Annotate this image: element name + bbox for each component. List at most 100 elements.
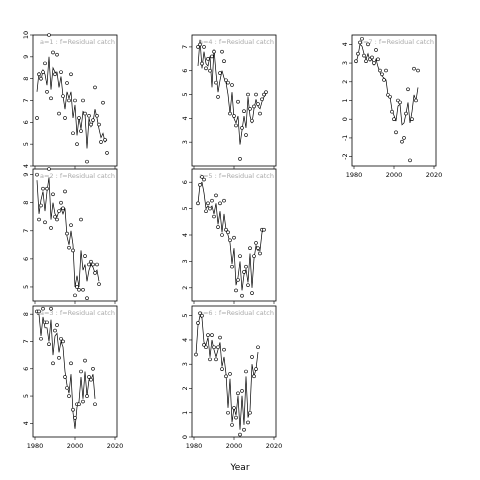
- data-point: [256, 246, 260, 250]
- data-point: [67, 245, 71, 250]
- data-point: [370, 55, 374, 60]
- data-point: [97, 282, 101, 286]
- data-point: [67, 98, 71, 103]
- x-tick-label: 2020: [426, 171, 443, 179]
- data-point: [45, 186, 49, 191]
- data-point: [416, 68, 420, 73]
- data-point: [91, 366, 95, 371]
- data-point: [73, 416, 77, 420]
- y-tick-label: 3: [181, 362, 189, 366]
- data-point: [234, 415, 238, 420]
- data-point: [228, 372, 232, 376]
- data-point: [218, 335, 222, 340]
- data-point: [356, 51, 360, 56]
- y-tick-label: 9: [22, 55, 30, 59]
- data-point: [228, 238, 232, 243]
- data-point: [59, 200, 63, 205]
- y-tick-label: 6: [22, 120, 30, 124]
- data-point: [222, 347, 226, 352]
- data-point: [81, 98, 85, 103]
- x-axis-title: Year: [229, 463, 249, 473]
- y-tick-label: 6: [22, 367, 30, 371]
- data-point: [71, 131, 75, 136]
- data-point: [93, 85, 97, 90]
- panel-1: a=1 : f=Residual catch 4 5 6 7 8 9 10: [22, 31, 118, 169]
- data-point: [232, 235, 236, 240]
- data-point: [210, 54, 214, 59]
- panel-2: a=4 : f=Residual catch 3 4 5 6 7: [181, 34, 277, 169]
- data-point: [63, 375, 67, 379]
- data-point: [37, 72, 41, 77]
- data-point: [196, 45, 200, 49]
- data-point: [214, 193, 218, 198]
- data-point: [63, 116, 67, 120]
- data-point: [212, 214, 216, 219]
- data-point: [216, 95, 220, 99]
- data-point: [230, 83, 234, 87]
- data-point: [410, 117, 414, 122]
- y-tick-label: 6: [181, 180, 189, 184]
- data-point: [77, 287, 81, 292]
- data-point: [238, 432, 242, 437]
- data-point: [216, 345, 220, 350]
- data-point: [380, 72, 384, 77]
- data-point: [77, 116, 81, 120]
- y-tick-label: 0: [341, 117, 349, 121]
- data-point: [73, 98, 77, 103]
- fit-line: [195, 314, 259, 430]
- data-point: [194, 352, 198, 357]
- y-tick-label: 5: [181, 207, 189, 211]
- y-tick-label: 8: [22, 312, 30, 316]
- y-tick-label: 4: [22, 164, 30, 168]
- data-point: [200, 313, 204, 318]
- data-point: [226, 230, 230, 235]
- y-tick-label: 3: [341, 61, 349, 65]
- data-point: [87, 375, 91, 379]
- data-point: [51, 50, 55, 55]
- data-point: [196, 201, 200, 206]
- data-point: [362, 53, 366, 58]
- data-point: [264, 90, 268, 94]
- data-point: [248, 410, 252, 415]
- data-point: [87, 113, 91, 118]
- data-point: [37, 309, 41, 314]
- data-point: [87, 262, 91, 267]
- data-point: [91, 118, 95, 122]
- data-point: [53, 72, 57, 77]
- data-point: [45, 320, 49, 325]
- data-point: [73, 293, 77, 298]
- data-point: [55, 52, 59, 57]
- data-point: [93, 402, 97, 407]
- data-point: [238, 157, 242, 161]
- y-tick-label: 1: [341, 98, 349, 102]
- data-point: [372, 61, 376, 65]
- data-point: [89, 259, 93, 264]
- data-point: [85, 394, 89, 398]
- data-point: [218, 201, 222, 206]
- data-point: [43, 220, 47, 225]
- data-point: [250, 118, 254, 123]
- fit-line: [37, 313, 96, 429]
- data-point: [252, 374, 256, 379]
- data-point: [360, 36, 364, 41]
- data-point: [59, 336, 63, 341]
- data-point: [412, 66, 416, 71]
- data-point: [93, 271, 97, 275]
- data-point: [254, 367, 258, 371]
- data-point: [105, 151, 109, 155]
- data-point: [99, 140, 103, 144]
- data-point: [222, 59, 226, 64]
- data-point: [103, 138, 107, 142]
- data-point: [220, 49, 224, 54]
- data-point: [69, 72, 73, 77]
- data-point: [208, 357, 212, 362]
- panel-5: a=5 : f=Residual catch 2 3 4 5 6: [181, 168, 277, 304]
- data-point: [85, 159, 89, 164]
- fit-line: [197, 39, 267, 145]
- data-point: [202, 177, 206, 182]
- data-point: [242, 427, 246, 432]
- data-point: [240, 293, 244, 298]
- y-tick-label: -1: [341, 135, 349, 141]
- fit-line: [197, 181, 265, 291]
